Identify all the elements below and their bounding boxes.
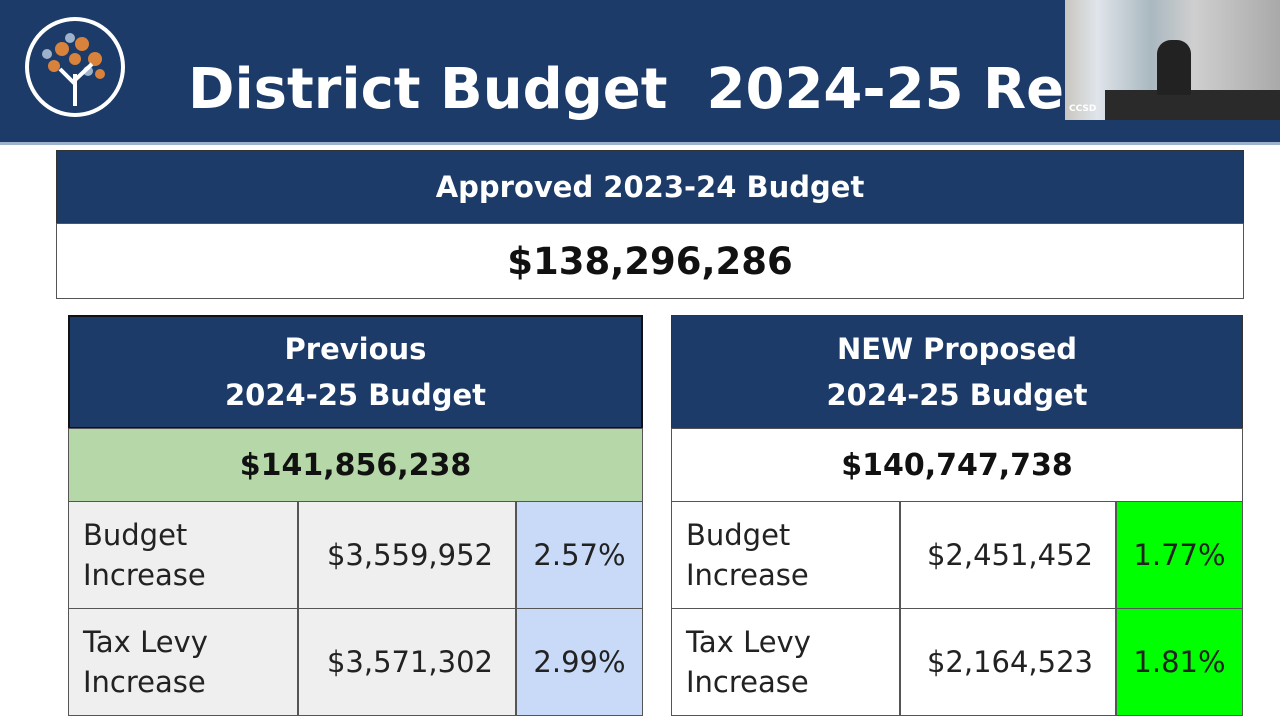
heading-line: 2024-25 Budget (826, 378, 1088, 412)
video-label: CCSD (1069, 104, 1097, 114)
row-amount: $2,451,452 (900, 501, 1116, 609)
row-percent: 2.99% (516, 608, 643, 716)
row-label: Budget Increase (671, 501, 900, 609)
heading-line: 2024-25 Budget (225, 378, 486, 412)
logo (25, 17, 125, 117)
row-label: Budget Increase (68, 501, 298, 609)
slide-title: District Budget 2024-25 Re (188, 57, 1065, 122)
approved-heading: Approved 2023-24 Budget (56, 150, 1244, 224)
video-overlay: CCSD (1065, 0, 1280, 120)
heading-line: Previous (284, 332, 427, 366)
row-percent: 2.57% (516, 501, 643, 609)
row-percent: 1.77% (1116, 501, 1243, 609)
table-total: $141,856,238 (68, 428, 643, 502)
row-percent: 1.81% (1116, 608, 1243, 716)
table-heading: Previous 2024-25 Budget (68, 315, 643, 429)
approved-amount: $138,296,286 (56, 223, 1244, 299)
table-heading: NEW Proposed 2024-25 Budget (671, 315, 1243, 429)
row-amount: $3,571,302 (298, 608, 516, 716)
table-total: $140,747,738 (671, 428, 1243, 502)
row-amount: $2,164,523 (900, 608, 1116, 716)
row-amount: $3,559,952 (298, 501, 516, 609)
row-label: Tax Levy Increase (671, 608, 900, 716)
row-label: Tax Levy Increase (68, 608, 298, 716)
heading-line: NEW Proposed (836, 332, 1077, 366)
